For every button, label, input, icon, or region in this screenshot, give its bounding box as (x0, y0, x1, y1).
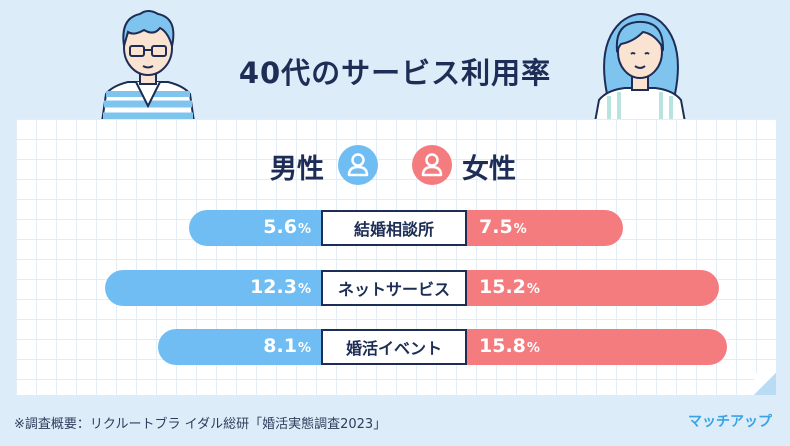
page-fold-corner (754, 373, 776, 395)
bar-female (467, 329, 727, 365)
category-label: ネットサービス (321, 270, 467, 306)
brand-logo: マッチアップ (688, 414, 772, 430)
person-icon (412, 145, 452, 185)
bar-female (467, 210, 623, 246)
source-footnote: ※調査概要：リクルートブラ イダル総研「婚活実態調査2023」 (14, 417, 387, 432)
bar-male (105, 270, 321, 306)
bar-male (189, 210, 321, 246)
category-label: 結婚相談所 (321, 210, 467, 246)
bar-female (467, 270, 719, 306)
chart-title: 40代のサービス利用率 (238, 56, 552, 90)
female-person-illustration (593, 13, 687, 122)
legend-female-label: 女性 (462, 154, 516, 185)
value-label-male: 5.6% (263, 216, 311, 238)
value-label-male: 12.3% (250, 276, 311, 298)
legend-male-label: 男性 (270, 154, 324, 185)
value-label-female: 15.2% (479, 276, 540, 298)
male-person-illustration (100, 10, 196, 122)
value-label-male: 8.1% (263, 335, 311, 357)
bar-male (157, 329, 321, 365)
person-icon (338, 145, 378, 185)
value-label-female: 7.5% (479, 216, 527, 238)
value-label-female: 15.8% (479, 335, 540, 357)
category-label: 婚活イベント (321, 329, 467, 365)
